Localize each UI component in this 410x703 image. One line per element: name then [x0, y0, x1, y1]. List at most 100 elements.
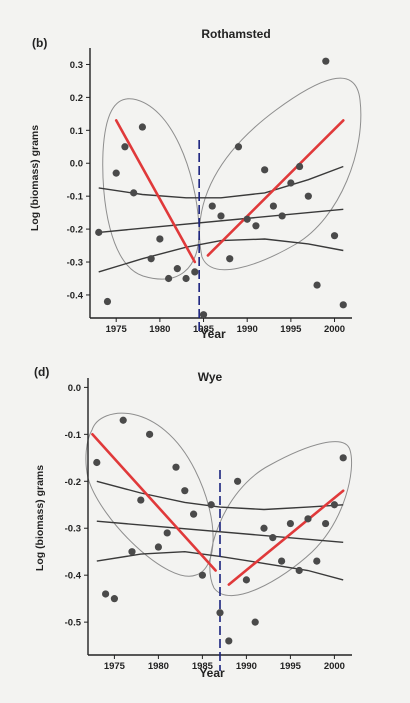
- data-point: [269, 202, 277, 210]
- data-point: [295, 566, 303, 575]
- data-point: [102, 590, 110, 598]
- data-point: [190, 510, 198, 518]
- data-point: [330, 232, 339, 240]
- data-point: [242, 576, 250, 584]
- y-tick-label: -0.3: [67, 258, 83, 269]
- data-point: [322, 57, 330, 65]
- plot-area: 0.0 -0.1 -0.2 -0.3 -0.4 -0.5 1975 1980 1985 1990 1…: [65, 378, 352, 672]
- data-point: [330, 501, 338, 509]
- y-tick-label: -0.1: [65, 430, 82, 441]
- y-tick-label: -0.4: [67, 290, 84, 301]
- data-point: [110, 595, 118, 603]
- data-point: [252, 222, 260, 230]
- data-point: [339, 301, 347, 309]
- x-tick-label: 1975: [104, 661, 126, 672]
- segment-fit-line-1: [114, 119, 197, 264]
- data-point: [217, 212, 225, 220]
- data-point: [339, 454, 347, 462]
- x-tick-label: 1995: [280, 661, 302, 672]
- x-tick-label: 1985: [193, 324, 215, 335]
- data-point: [163, 529, 171, 537]
- data-point: [287, 179, 295, 187]
- data-point: [128, 548, 136, 556]
- y-tick-label: -0.2: [65, 477, 81, 488]
- data-point: [313, 281, 321, 289]
- y-tick-label: 0.0: [68, 383, 81, 394]
- y-tick-label: -0.3: [65, 524, 81, 535]
- data-point: [225, 637, 233, 645]
- data-point: [304, 515, 312, 523]
- data-point: [322, 519, 330, 528]
- segment-fit-line-2: [227, 489, 345, 586]
- data-point: [278, 557, 286, 565]
- data-point: [121, 143, 129, 151]
- data-point: [313, 557, 321, 565]
- panel-label: (b): [32, 36, 47, 50]
- data-point: [243, 215, 251, 223]
- data-point: [95, 228, 103, 236]
- y-tick-label: 0.3: [70, 60, 83, 71]
- x-tick-label: 1985: [192, 661, 214, 672]
- data-point: [93, 458, 101, 467]
- y-tick-label: -0.5: [65, 618, 82, 629]
- plot-area: 0.3 0.2 0.1 0.0 -0.1 -0.2 -0.3 -0.4 1975 1980 1985…: [67, 48, 352, 335]
- data-point: [198, 571, 206, 579]
- data-point: [226, 255, 234, 263]
- data-point: [278, 212, 286, 220]
- data-point: [147, 255, 155, 263]
- chart-title: Wye: [198, 370, 223, 384]
- data-point: [207, 501, 215, 509]
- data-point: [103, 297, 112, 306]
- data-point: [296, 162, 304, 171]
- data-point: [191, 268, 199, 276]
- data-point: [130, 189, 138, 197]
- chart-title: Rothamsted: [201, 27, 270, 41]
- x-axis-label: Year: [199, 666, 225, 680]
- data-point: [251, 618, 259, 626]
- y-tick-label: -0.4: [65, 571, 82, 582]
- y-tick-label: 0.2: [70, 93, 83, 104]
- data-point: [261, 166, 269, 174]
- data-point: [137, 496, 145, 504]
- x-tick-label: 2000: [324, 661, 345, 672]
- confidence-band-upper: [96, 480, 344, 511]
- y-tick-label: 0.0: [70, 159, 83, 170]
- data-point: [165, 274, 173, 283]
- data-point: [234, 143, 243, 151]
- segment-fit-line-1: [91, 432, 217, 572]
- data-point: [112, 169, 120, 177]
- y-axis-label: Log (biomass) grams: [29, 125, 41, 231]
- data-point: [234, 477, 242, 485]
- data-point: [216, 609, 224, 617]
- data-point: [286, 519, 294, 528]
- panel-label: (d): [34, 365, 49, 379]
- x-tick-label: 2000: [324, 324, 345, 335]
- x-tick-label: 1980: [149, 324, 170, 335]
- x-tick-label: 1980: [148, 661, 169, 672]
- data-point: [269, 534, 277, 542]
- x-tick-label: 1990: [236, 661, 257, 672]
- data-point: [260, 524, 268, 532]
- data-point: [146, 430, 154, 438]
- data-point: [208, 202, 216, 210]
- data-point: [172, 463, 180, 471]
- data-point: [154, 543, 162, 551]
- overall-trend-line: [98, 208, 344, 234]
- data-point: [182, 274, 190, 283]
- y-tick-label: 0.1: [70, 126, 84, 137]
- x-tick-label: 1995: [280, 324, 302, 335]
- overall-trend-line: [96, 520, 344, 543]
- y-axis-label: Log (biomass) grams: [34, 465, 46, 571]
- data-point: [199, 311, 208, 319]
- data-point: [304, 192, 312, 200]
- data-point: [138, 123, 146, 131]
- data-point: [119, 416, 127, 424]
- panel-rothamsted: (b) Rothamsted 0.3 0.2 0.1 0.0 -0.1 -0.2 -0.3 -…: [29, 27, 362, 341]
- data-point: [181, 487, 189, 495]
- x-tick-label: 1990: [237, 324, 258, 335]
- panel-wye: (d) Wye 0.0 -0.1 -0.2 -0.3 -0.4 -0.5 1975 1980 1…: [34, 365, 353, 680]
- segment-fit-line-2: [206, 119, 345, 257]
- cluster-ellipse-left: [102, 98, 200, 280]
- y-tick-label: -0.1: [67, 192, 84, 203]
